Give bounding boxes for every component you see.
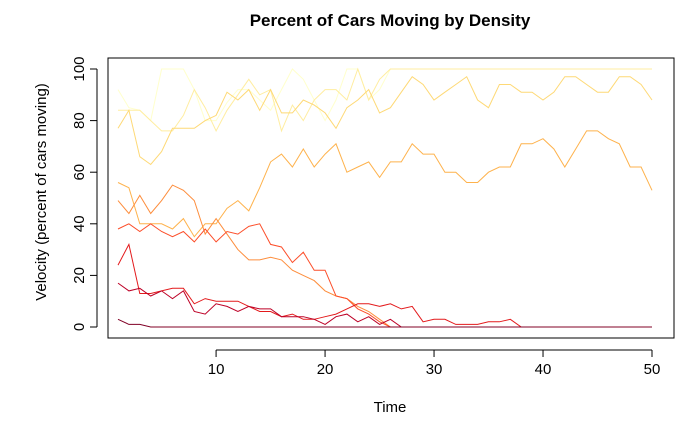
x-tick-label: 50 — [644, 361, 661, 378]
series-line-5 — [117, 184, 652, 328]
y-tick-label: 60 — [71, 164, 88, 181]
chart-title: Percent of Cars Moving by Density — [250, 11, 531, 30]
x-axis: 10 20 30 40 50 — [208, 349, 661, 378]
series-line-4 — [117, 130, 653, 238]
series-line-3 — [117, 75, 653, 166]
x-axis-label: Time — [374, 399, 407, 416]
x-tick-label: 20 — [317, 361, 334, 378]
x-tick-label: 10 — [208, 361, 225, 378]
y-tick-label: 0 — [71, 323, 88, 331]
y-tick-label: 80 — [71, 112, 88, 129]
plot-frame — [107, 57, 675, 339]
series-layer — [117, 67, 653, 328]
series-line-6 — [117, 223, 652, 328]
y-tick-label: 20 — [71, 267, 88, 284]
y-axis: 0 20 40 60 80 100 — [71, 56, 98, 331]
series-line-9 — [117, 318, 652, 328]
y-tick-label: 40 — [71, 215, 88, 232]
y-tick-label: 100 — [71, 56, 88, 81]
series-line-2 — [118, 67, 652, 133]
x-tick-label: 40 — [535, 361, 552, 378]
y-axis-label: Velocity (percent of cars moving) — [33, 83, 50, 301]
x-tick-label: 30 — [426, 361, 443, 378]
series-line-7 — [117, 242, 652, 328]
